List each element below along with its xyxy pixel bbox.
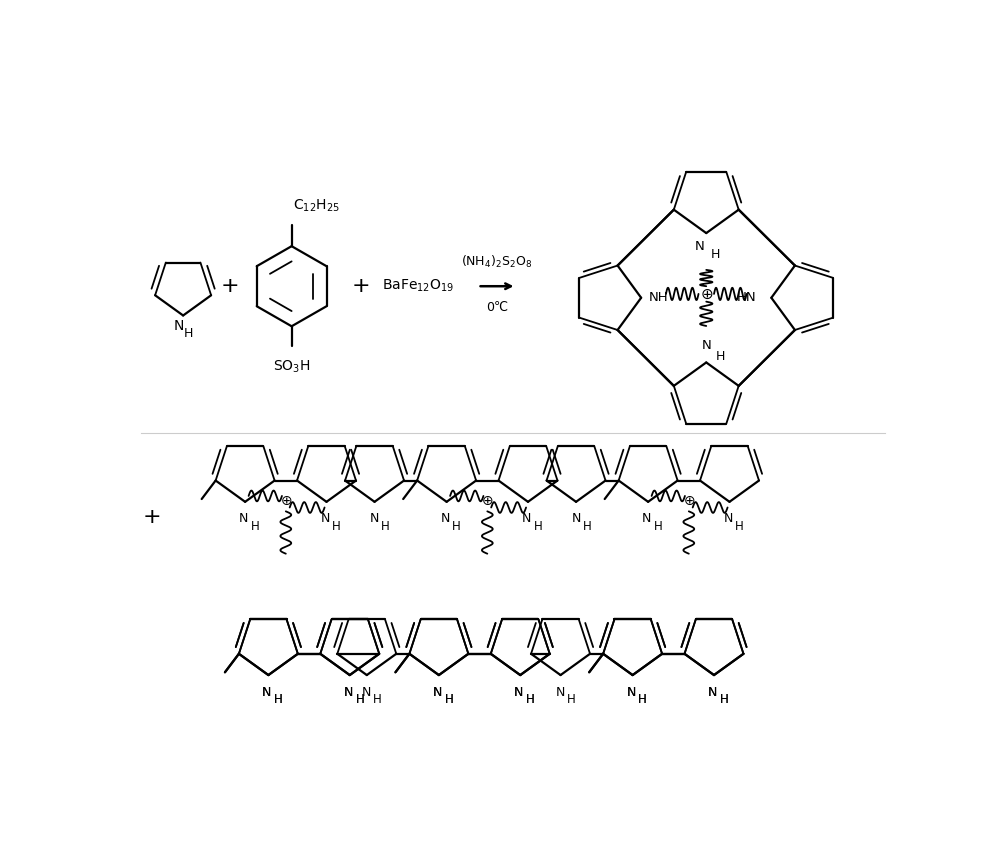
Text: 0℃: 0℃ (486, 301, 508, 314)
Text: +: + (220, 276, 239, 296)
Text: H: H (654, 520, 663, 533)
Text: N: N (626, 686, 636, 698)
Text: N: N (626, 686, 636, 698)
Text: H: H (355, 693, 364, 706)
Text: $\oplus$: $\oplus$ (700, 287, 713, 301)
Text: HN: HN (737, 291, 756, 305)
Text: C$_{12}$H$_{25}$: C$_{12}$H$_{25}$ (293, 198, 340, 214)
Text: H: H (638, 693, 647, 706)
Text: N: N (239, 512, 248, 525)
Text: NH: NH (648, 291, 668, 305)
Text: BaFe$_{12}$O$_{19}$: BaFe$_{12}$O$_{19}$ (382, 278, 454, 294)
Text: H: H (720, 693, 728, 706)
Text: H: H (381, 520, 390, 533)
Text: H: H (355, 693, 364, 706)
Text: H: H (720, 693, 728, 706)
Text: N: N (701, 339, 711, 352)
Text: (NH$_4$)$_2$S$_2$O$_8$: (NH$_4$)$_2$S$_2$O$_8$ (461, 253, 533, 269)
Text: H: H (251, 520, 260, 533)
Text: N: N (514, 686, 523, 698)
Text: H: H (716, 350, 725, 363)
Text: H: H (445, 693, 453, 706)
Text: H: H (373, 693, 382, 706)
Text: H: H (452, 520, 461, 533)
Text: H: H (526, 693, 535, 706)
Text: N: N (440, 512, 450, 525)
Text: N: N (514, 686, 523, 698)
Text: H: H (735, 520, 744, 533)
Text: H: H (274, 693, 283, 706)
Text: N: N (262, 686, 272, 698)
Text: N: N (344, 686, 353, 698)
Text: H: H (184, 328, 193, 341)
Text: N: N (522, 512, 531, 525)
Text: N: N (695, 240, 705, 253)
Text: +: + (143, 507, 161, 527)
Text: +: + (352, 276, 371, 296)
Text: N: N (370, 512, 379, 525)
Text: $\oplus$: $\oplus$ (683, 494, 695, 508)
Text: H: H (567, 693, 576, 706)
Text: N: N (556, 686, 565, 698)
Text: H: H (526, 693, 535, 706)
Text: N: N (723, 512, 733, 525)
Text: H: H (711, 248, 720, 261)
Text: N: N (174, 319, 184, 333)
Text: N: N (642, 512, 651, 525)
Text: SO$_3$H: SO$_3$H (273, 358, 310, 374)
Text: N: N (708, 686, 717, 698)
Text: N: N (708, 686, 717, 698)
Text: N: N (433, 686, 442, 698)
Text: $\oplus$: $\oplus$ (280, 494, 292, 508)
Text: N: N (433, 686, 442, 698)
Text: H: H (583, 520, 591, 533)
Text: N: N (262, 686, 272, 698)
Text: H: H (534, 520, 542, 533)
Text: N: N (362, 686, 371, 698)
Text: H: H (274, 693, 283, 706)
Text: N: N (320, 512, 330, 525)
Text: H: H (332, 520, 341, 533)
Text: H: H (445, 693, 453, 706)
Text: H: H (638, 693, 647, 706)
Text: N: N (571, 512, 581, 525)
Text: N: N (344, 686, 353, 698)
Text: $\oplus$: $\oplus$ (481, 494, 494, 508)
